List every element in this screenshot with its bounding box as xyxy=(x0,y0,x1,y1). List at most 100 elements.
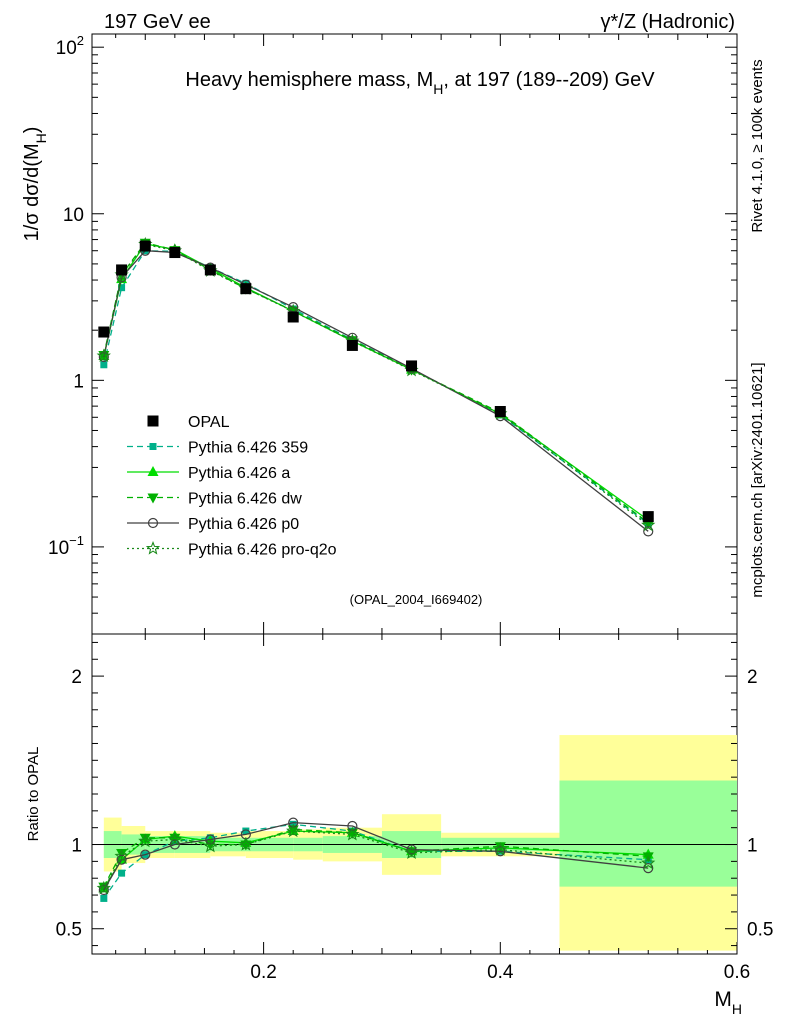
lower-point-pq2o xyxy=(238,837,254,851)
xlabel-sub: H xyxy=(732,1001,742,1017)
lower-point-pp0 xyxy=(347,820,358,832)
lower-point-pq2o xyxy=(345,826,360,841)
upper-line-p359 xyxy=(103,250,649,525)
lower-ytick-label-right: 0.5 xyxy=(747,920,773,941)
mcplots-label: mcplots.cern.ch [arXiv:2401.10621] xyxy=(749,362,766,597)
lower-point-pdw xyxy=(346,828,358,839)
upper-point-data xyxy=(169,247,181,259)
lower-point-pq2o xyxy=(203,838,218,853)
upper-series xyxy=(96,236,656,537)
lower-point-pq2o xyxy=(286,823,301,838)
upper-point-pq2o xyxy=(641,517,656,532)
ratio-bands xyxy=(92,735,737,951)
header-left: 197 GeV ee xyxy=(104,11,211,33)
upper-point-data xyxy=(98,326,110,338)
chart-title-main: Heavy hemisphere mass, M xyxy=(185,69,433,91)
lower-point-pq2o xyxy=(138,833,153,848)
chart-title-sub: H xyxy=(433,81,443,97)
upper-point-data xyxy=(139,240,151,252)
lower-line-pp0 xyxy=(103,821,649,891)
upper-ytick-label: 1 xyxy=(73,371,84,392)
upper-point-data xyxy=(116,264,128,276)
upper-point-data xyxy=(287,311,299,323)
upper-ytick-base: 10 xyxy=(56,38,77,59)
lower-point-pp0 xyxy=(140,849,151,860)
lower-axes: 0.2 0.4 0.6 2 2 1 1 0.5 0.5 xyxy=(56,634,773,983)
upper-point-data xyxy=(240,283,252,295)
chart-title: Heavy hemisphere mass, MH, at 197 (189--… xyxy=(185,69,655,97)
upper-ylabel-prefix: 1/σ dσ/d(M xyxy=(21,143,43,241)
legend-marker-pq2o xyxy=(145,540,161,555)
lower-point-pdw xyxy=(169,833,181,844)
upper-ytick-exp: −1 xyxy=(69,533,84,548)
lower-point-p359 xyxy=(118,869,126,877)
lower-point-pq2o xyxy=(114,848,129,863)
upper-ytick-label-sup: 102 xyxy=(56,33,84,59)
lower-point-pq2o xyxy=(641,855,656,870)
upper-point-p359 xyxy=(100,361,108,369)
lower-point-pdw xyxy=(139,833,151,844)
upper-point-data xyxy=(406,360,418,372)
lower-line-pq2o xyxy=(103,830,649,889)
lower-xtick-label: 0.4 xyxy=(487,962,514,983)
upper-ylabel-sub: H xyxy=(33,133,49,143)
legend-label-pdw: Pythia 6.426 dw xyxy=(188,491,302,508)
lower-point-pp0 xyxy=(98,884,109,896)
chart-title-tail: , at 197 (189--209) GeV xyxy=(443,69,655,91)
legend-marker-pdw xyxy=(147,493,159,504)
lower-ytick-label-right: 1 xyxy=(747,836,758,857)
lower-point-pp0 xyxy=(169,839,180,850)
upper-line-pq2o xyxy=(103,243,649,526)
upper-point-p359 xyxy=(118,284,126,292)
upper-point-data xyxy=(346,339,358,351)
upper-ytick-exp: 2 xyxy=(77,33,84,48)
lower-point-pp0 xyxy=(288,817,299,828)
lower-ytick-label-right: 2 xyxy=(747,667,758,688)
rivet-label: Rivet 4.1.0, ≥ 100k events xyxy=(749,59,766,232)
legend: OPAL Pythia 6.426 359 Pythia 6.426 a Pythia… xyxy=(127,414,337,559)
lower-point-pp0 xyxy=(205,834,216,845)
lower-point-pq2o xyxy=(96,880,111,895)
lower-point-p359 xyxy=(242,827,250,835)
upper-ylabel-suffix: ) xyxy=(21,127,43,134)
upper-point-pp0 xyxy=(98,351,109,363)
upper-line-pa xyxy=(103,243,649,521)
lower-xtick-label: 0.6 xyxy=(724,962,750,983)
lower-series xyxy=(96,817,656,902)
lower-ytick-label-left: 0.5 xyxy=(56,920,82,941)
legend-marker-pa xyxy=(147,466,159,476)
lower-point-pdw xyxy=(116,848,128,859)
xlabel: MH xyxy=(714,988,742,1017)
lower-point-pq2o xyxy=(404,845,419,860)
lower-ylabel: Ratio to OPAL xyxy=(25,747,42,842)
upper-point-pq2o xyxy=(96,348,111,363)
legend-marker-p359 xyxy=(149,443,157,450)
legend-label-pq2o: Pythia 6.426 pro-q2o xyxy=(188,542,337,559)
upper-ytick-label-sup: 10−1 xyxy=(48,533,84,559)
upper-point-pp0 xyxy=(643,526,654,537)
upper-point-data xyxy=(204,264,216,276)
lower-point-pp0 xyxy=(495,846,506,857)
lower-point-pdw xyxy=(287,825,299,836)
lower-ytick-label-left: 2 xyxy=(71,667,82,688)
upper-point-data xyxy=(642,511,654,523)
upper-ytick-label: 10 xyxy=(63,205,84,226)
band-inner-10 xyxy=(559,780,737,887)
lower-ytick-label-left: 1 xyxy=(71,836,82,857)
lower-point-pp0 xyxy=(643,863,654,874)
legend-label-p359: Pythia 6.426 359 xyxy=(188,440,308,457)
watermark: (OPAL_2004_I669402) xyxy=(350,592,483,607)
legend-label-pa: Pythia 6.426 a xyxy=(188,465,290,482)
lower-point-pp0 xyxy=(406,844,417,855)
lower-point-pp0 xyxy=(116,854,127,865)
lower-point-pq2o xyxy=(167,832,183,846)
upper-ytick-base: 10 xyxy=(48,538,69,559)
lower-point-pq2o xyxy=(493,842,508,856)
upper-ylabel: 1/σ dσ/d(MH) xyxy=(21,127,49,242)
lower-xtick-label: 0.2 xyxy=(250,962,276,983)
legend-marker-data xyxy=(147,415,159,427)
upper-point-data xyxy=(494,405,506,417)
legend-label-data: OPAL xyxy=(188,414,230,431)
